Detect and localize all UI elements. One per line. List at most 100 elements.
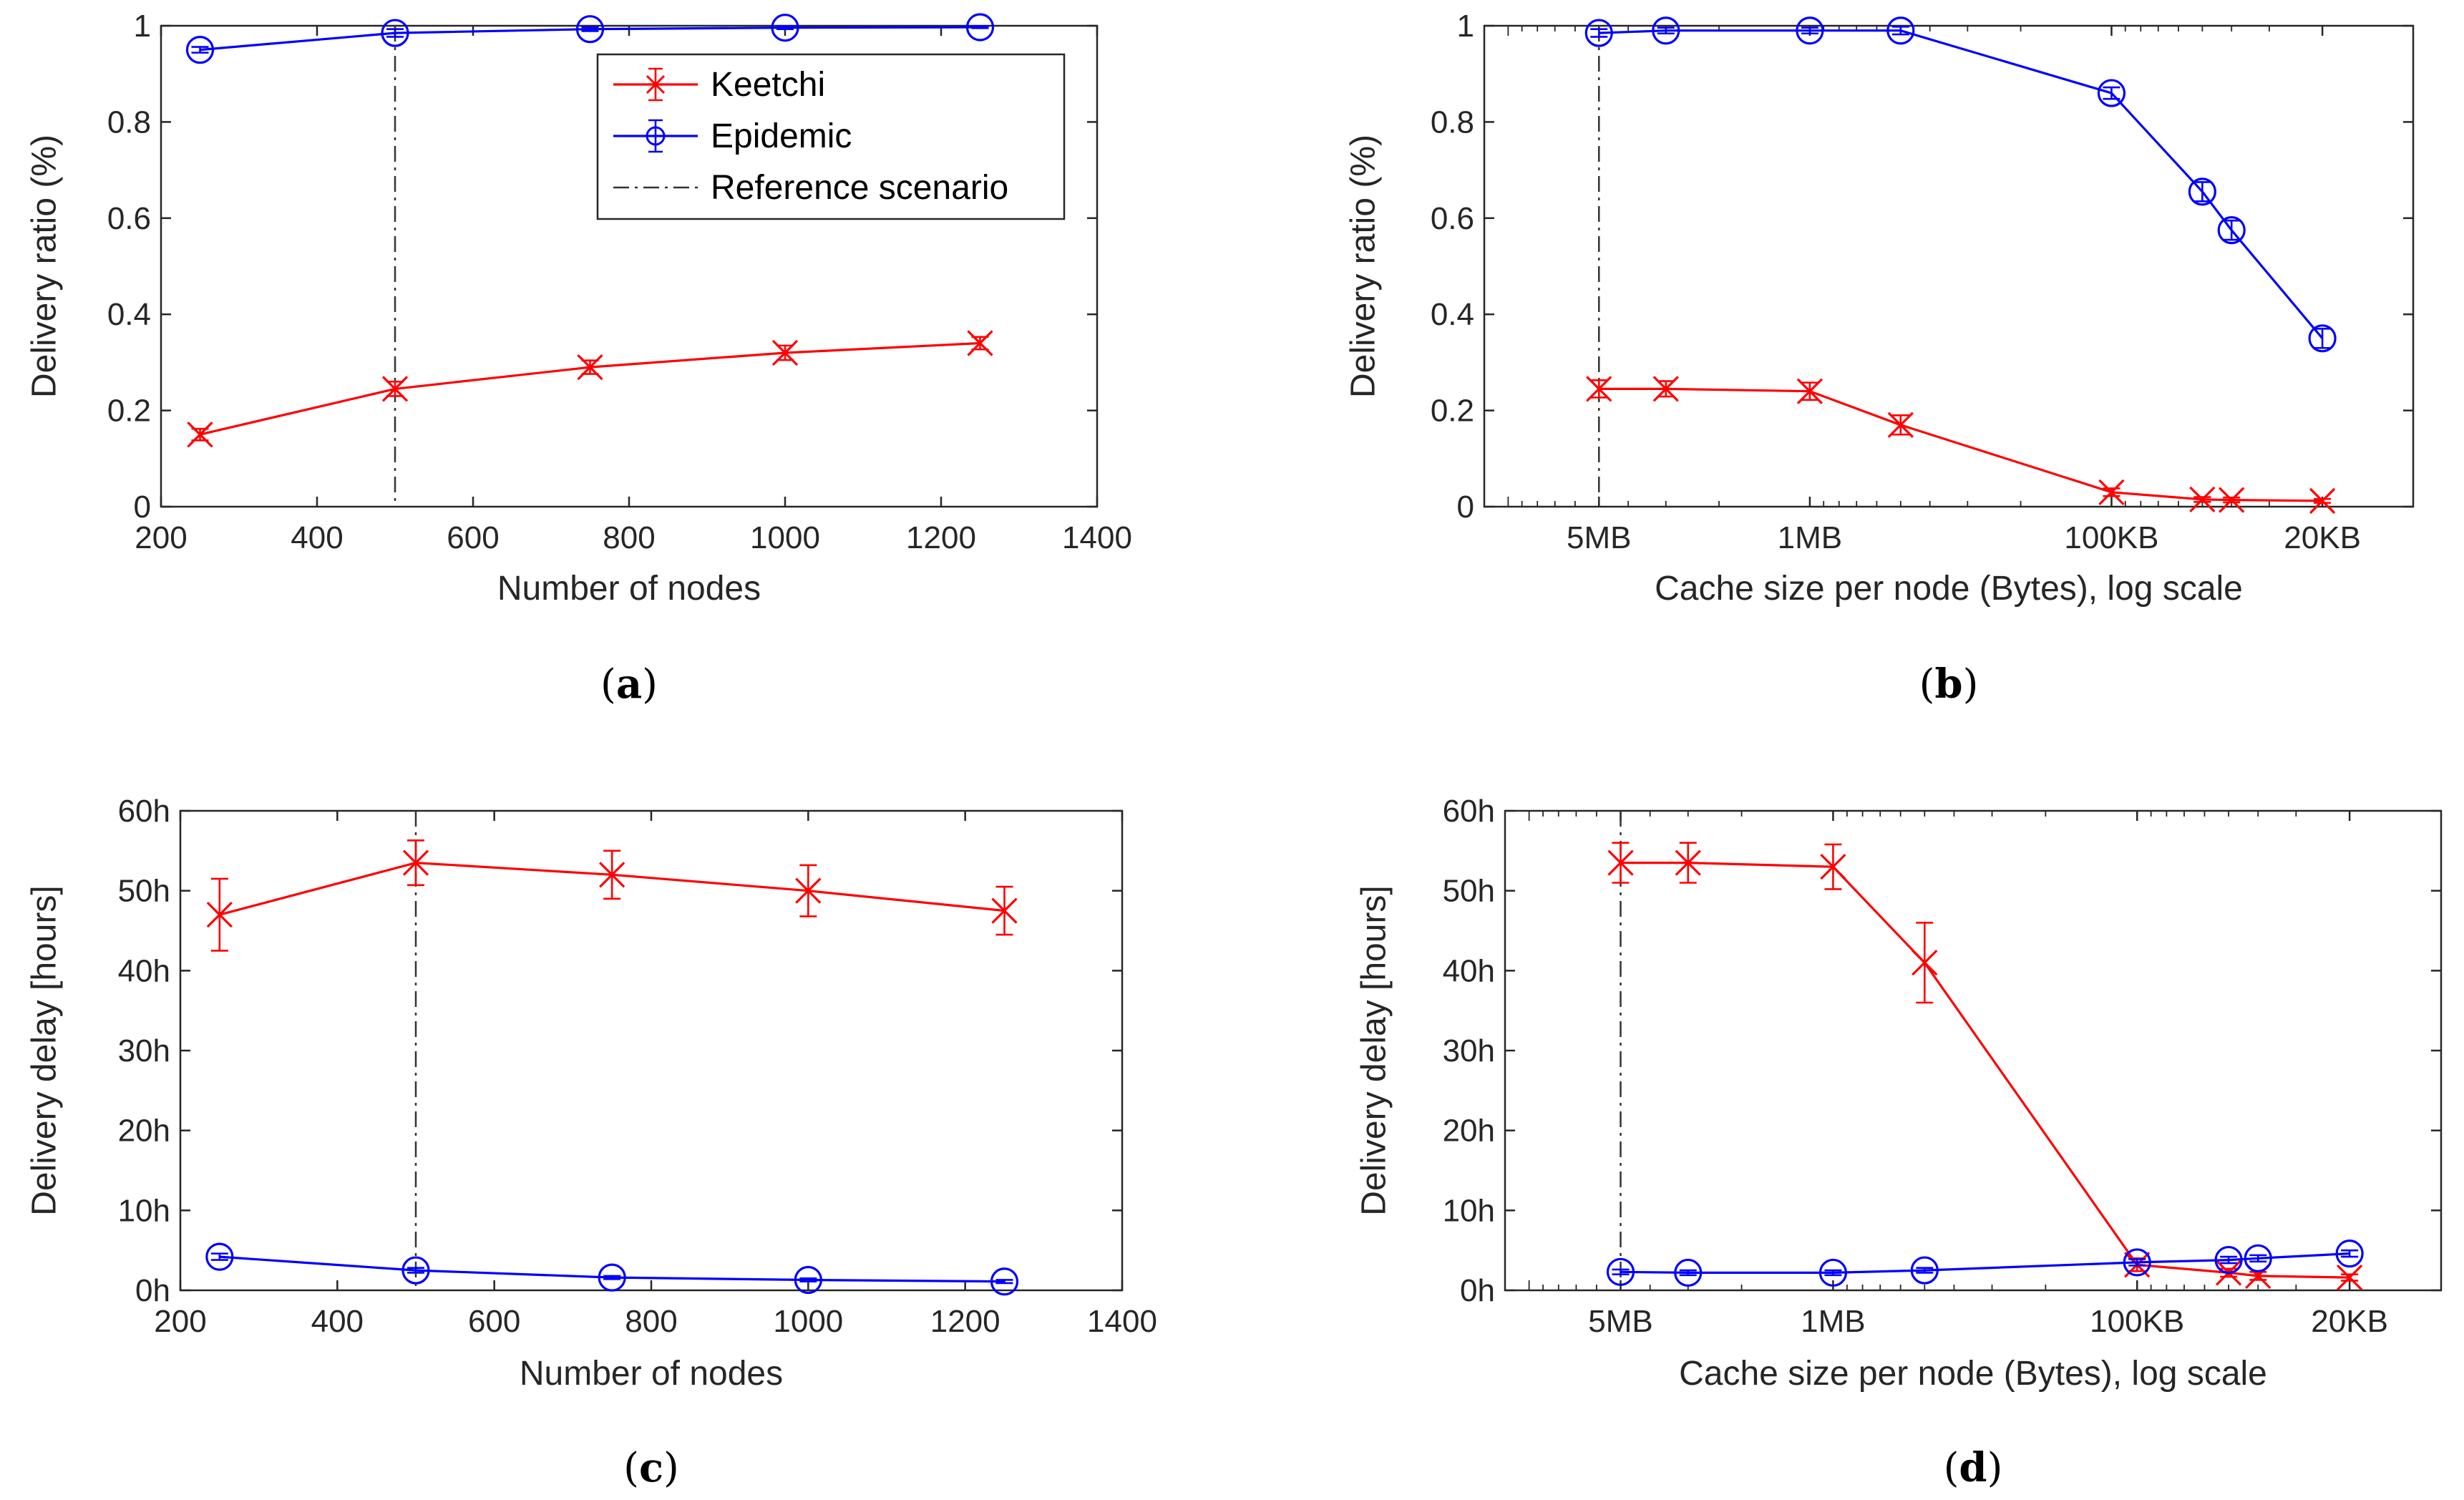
y-tick-label: 0.2 — [107, 394, 151, 429]
data-point-keetchi — [1675, 849, 1701, 876]
legend-label: Epidemic — [711, 117, 852, 155]
x-axis-label: Number of nodes — [497, 570, 761, 608]
y-axis-label: Delivery ratio (%) — [26, 135, 64, 398]
y-tick-label: 20h — [1443, 1114, 1495, 1149]
data-point-epidemic — [1910, 1256, 1939, 1285]
y-tick-label: 0 — [1457, 490, 1474, 525]
y-tick-label: 0.8 — [107, 104, 151, 140]
x-tick-label: 1MB — [1778, 520, 1842, 555]
data-point-keetchi — [381, 376, 409, 402]
y-tick-label: 40h — [118, 953, 170, 988]
y-tick-label: 60h — [118, 794, 170, 829]
error-bar — [2314, 328, 2332, 349]
caption-letter: d — [1959, 1444, 1987, 1491]
x-tick-label: 1400 — [1087, 1304, 1157, 1339]
data-point-epidemic — [1606, 1257, 1635, 1286]
x-axis-label: Number of nodes — [520, 1355, 783, 1393]
data-point-keetchi — [991, 897, 1018, 924]
y-tick-label: 1 — [1457, 9, 1474, 44]
data-point-epidemic — [1886, 16, 1915, 45]
caption-paren: ) — [663, 1445, 679, 1491]
data-point-epidemic — [1796, 16, 1824, 45]
data-point-keetchi — [2098, 479, 2125, 505]
caption-letter: b — [1934, 661, 1962, 708]
data-point-epidemic — [1674, 1258, 1703, 1287]
x-tick-label: 1200 — [906, 520, 976, 555]
y-tick-label: 0.4 — [1431, 297, 1474, 332]
x-tick-label: 1000 — [773, 1304, 843, 1339]
error-bar — [2128, 1258, 2146, 1267]
series-keetchi — [187, 330, 993, 448]
caption-paren: ) — [1963, 661, 1979, 708]
y-tick-label: 1 — [134, 9, 151, 44]
data-point-epidemic — [2214, 1245, 2243, 1275]
y-tick-label: 20h — [118, 1114, 170, 1149]
data-point-epidemic — [990, 1267, 1019, 1296]
data-point-keetchi — [967, 330, 993, 356]
error-bar — [191, 46, 209, 54]
caption-paren: ( — [600, 661, 616, 708]
y-tick-label: 40h — [1443, 953, 1495, 988]
data-point-keetchi — [2309, 487, 2336, 515]
error-bar — [407, 1267, 424, 1274]
y-tick-label: 50h — [1443, 874, 1495, 909]
data-point-keetchi — [187, 422, 213, 448]
panel-caption: (b) — [1919, 661, 1979, 708]
data-point-keetchi — [206, 902, 233, 928]
legend-label: Keetchi — [711, 66, 825, 104]
x-tick-label: 1200 — [930, 1304, 1000, 1339]
y-tick-label: 0.6 — [1431, 201, 1474, 236]
data-point-keetchi — [2189, 486, 2216, 513]
error-bar — [1590, 28, 1608, 38]
caption-letter: a — [616, 661, 642, 708]
y-tick-label: 60h — [1443, 794, 1495, 829]
data-point-epidemic — [794, 1265, 822, 1295]
series-epidemic — [185, 13, 995, 64]
plot-frame — [1504, 809, 2443, 1292]
data-point-epidemic — [2217, 216, 2246, 245]
x-tick-label: 100KB — [2090, 1304, 2184, 1339]
x-axis-label: Cache size per node (Bytes), log scale — [1679, 1355, 2267, 1393]
x-tick-label: 400 — [311, 1304, 364, 1339]
data-point-epidemic — [1584, 19, 1613, 47]
error-bar — [603, 1275, 621, 1280]
series-epidemic — [1584, 16, 2337, 353]
data-point-keetchi — [1912, 950, 1938, 976]
data-point-keetchi — [402, 849, 429, 876]
data-point-epidemic — [2244, 1244, 2272, 1272]
error-bar — [210, 1252, 228, 1261]
caption-paren: ( — [1944, 1445, 1959, 1491]
caption-paren: ) — [1987, 1445, 2003, 1491]
error-bar — [581, 26, 599, 32]
error-bar — [2220, 1255, 2238, 1265]
error-bar — [2341, 1249, 2359, 1258]
panel-caption: (c) — [623, 1444, 679, 1491]
x-tick-label: 600 — [447, 520, 499, 555]
y-axis-label: Delivery delay [hours] — [26, 885, 64, 1216]
data-point-epidemic — [1818, 1258, 1848, 1287]
data-point-epidemic — [771, 14, 799, 42]
error-bar — [2223, 219, 2241, 241]
y-axis-label: Delivery ratio (%) — [1345, 135, 1383, 398]
series-epidemic — [205, 1242, 1019, 1296]
x-tick-label: 100KB — [2064, 520, 2158, 555]
plot-frame — [179, 809, 1124, 1292]
error-bar — [2249, 1254, 2267, 1263]
series-line-keetchi — [200, 341, 980, 436]
error-bar — [1801, 26, 1818, 35]
panel-caption: (d) — [1944, 1444, 2003, 1491]
panel-caption: (a) — [600, 661, 658, 708]
x-tick-label: 400 — [291, 520, 343, 555]
y-tick-label: 50h — [118, 874, 170, 909]
data-point-epidemic — [965, 13, 995, 42]
data-point-keetchi — [771, 339, 799, 366]
caption-paren: ( — [1919, 661, 1935, 708]
series-keetchi — [1607, 842, 2363, 1291]
x-tick-label: 200 — [135, 520, 187, 555]
data-point-epidemic — [575, 15, 605, 44]
data-point-epidemic — [1652, 16, 1680, 45]
x-tick-label: 1MB — [1801, 1304, 1865, 1339]
data-point-keetchi — [577, 354, 603, 381]
